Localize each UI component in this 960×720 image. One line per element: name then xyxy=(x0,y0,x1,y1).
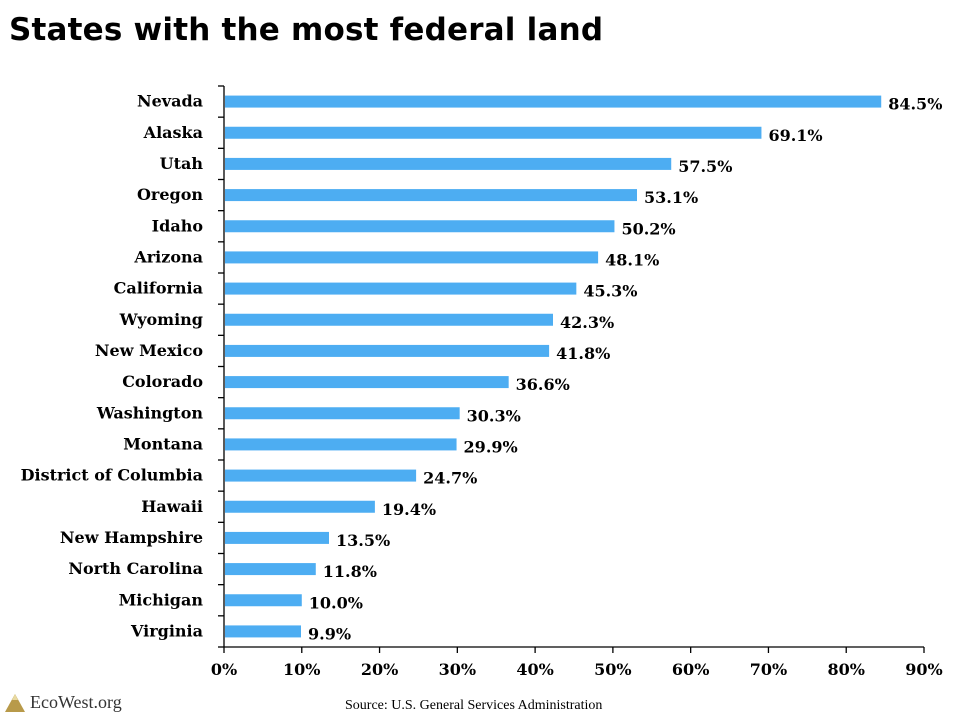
value-label: 9.9% xyxy=(308,624,351,643)
bar xyxy=(225,157,672,170)
category-label: Virginia xyxy=(130,621,203,640)
bar xyxy=(225,376,509,389)
category-label: District of Columbia xyxy=(21,466,203,485)
category-label: Michigan xyxy=(119,590,204,609)
source-note: Source: U.S. General Services Administra… xyxy=(345,698,603,713)
bar xyxy=(225,344,550,357)
x-tick-label: 40% xyxy=(516,660,553,679)
value-label: 10.0% xyxy=(309,593,363,612)
bar xyxy=(225,469,417,482)
category-label: North Carolina xyxy=(68,559,203,578)
category-label: California xyxy=(114,279,203,298)
value-label: 29.9% xyxy=(464,437,518,456)
bar xyxy=(225,282,577,295)
category-label: Utah xyxy=(160,154,204,173)
value-label: 13.5% xyxy=(336,531,390,550)
category-label: Hawaii xyxy=(141,497,203,516)
chart-title: States with the most federal land xyxy=(9,12,604,48)
value-label: 19.4% xyxy=(382,500,436,519)
category-label: New Hampshire xyxy=(60,528,203,547)
ecowest-logo: EcoWest.org xyxy=(4,692,122,713)
x-tick-label: 0% xyxy=(211,660,237,679)
value-label: 42.3% xyxy=(560,313,614,332)
category-label: Montana xyxy=(123,434,203,453)
category-label: New Mexico xyxy=(95,341,203,360)
x-tick-label: 80% xyxy=(827,660,864,679)
x-tick-label: 50% xyxy=(594,660,631,679)
bar xyxy=(225,95,882,108)
category-label: Nevada xyxy=(137,92,203,111)
value-label: 53.1% xyxy=(644,188,698,207)
value-label: 11.8% xyxy=(323,562,377,581)
value-label: 36.6% xyxy=(516,375,570,394)
mountain-logo-icon xyxy=(5,693,25,712)
bar xyxy=(225,625,301,638)
value-label: 48.1% xyxy=(605,250,659,269)
x-tick-label: 20% xyxy=(361,660,398,679)
bar xyxy=(225,500,375,513)
category-label: Alaska xyxy=(143,123,203,142)
x-tick-label: 70% xyxy=(750,660,787,679)
value-label: 45.3% xyxy=(583,282,637,301)
value-label: 41.8% xyxy=(556,344,610,363)
category-label: Washington xyxy=(96,403,204,422)
x-tick-label: 60% xyxy=(672,660,709,679)
bar xyxy=(225,594,302,607)
value-label: 30.3% xyxy=(467,406,521,425)
category-label: Wyoming xyxy=(119,310,203,329)
category-label: Oregon xyxy=(137,185,203,204)
x-tick-label: 30% xyxy=(439,660,476,679)
x-tick-label: 10% xyxy=(283,660,320,679)
value-label: 50.2% xyxy=(621,219,675,238)
category-label: Colorado xyxy=(122,372,203,391)
bar xyxy=(225,251,599,264)
bar xyxy=(225,126,762,139)
bar xyxy=(225,438,457,451)
bar xyxy=(225,189,637,202)
value-label: 84.5% xyxy=(888,95,942,114)
value-label: 69.1% xyxy=(768,126,822,145)
bar xyxy=(225,563,316,576)
bar xyxy=(225,220,615,233)
logo-text: EcoWest.org xyxy=(30,692,122,712)
category-label: Arizona xyxy=(133,247,203,266)
bar xyxy=(225,531,329,544)
x-tick-label: 90% xyxy=(905,660,942,679)
value-label: 24.7% xyxy=(423,469,477,488)
value-label: 57.5% xyxy=(678,157,732,176)
bar xyxy=(225,407,460,420)
category-label: Idaho xyxy=(152,216,204,235)
bar xyxy=(225,313,553,326)
